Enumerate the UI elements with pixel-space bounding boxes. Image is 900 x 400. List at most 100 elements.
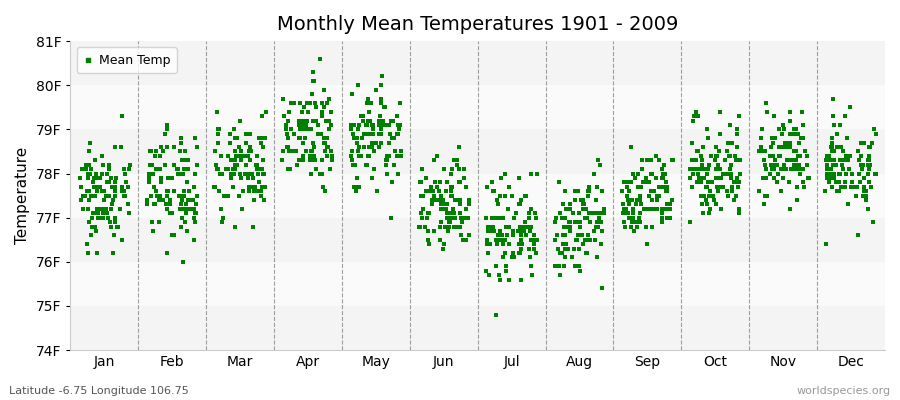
Point [660,184,674,190]
Point [156,197,170,203]
Point [172,170,186,177]
Point [178,148,193,155]
Point [772,144,787,150]
Point [842,153,857,159]
Point [655,206,670,212]
Point [818,188,832,194]
Point [590,219,604,225]
Point [250,166,265,172]
Point [718,157,733,164]
Point [255,184,269,190]
Point [818,157,832,164]
Point [372,144,386,150]
Point [778,140,793,146]
Point [775,166,789,172]
Point [703,206,717,212]
Point [781,179,796,186]
Point [390,153,404,159]
Point [843,184,858,190]
Point [572,263,587,270]
Point [831,188,845,194]
Point [187,236,202,243]
Point [710,162,724,168]
Point [562,219,576,225]
Point [482,241,497,247]
Point [576,206,590,212]
Point [190,144,204,150]
Point [279,126,293,133]
Point [823,175,837,181]
Point [356,113,371,119]
Point [361,95,375,102]
Point [373,122,387,128]
Point [357,131,372,137]
Point [189,210,203,216]
Point [104,206,118,212]
Point [515,241,529,247]
Point [826,157,841,164]
Point [499,250,513,256]
Point [710,153,724,159]
Point [616,219,631,225]
Point [517,228,531,234]
Point [305,148,320,155]
Point [439,206,454,212]
Point [366,122,381,128]
Point [716,170,730,177]
Point [568,197,582,203]
Point [857,140,871,146]
Point [324,108,338,115]
Point [507,214,521,221]
Point [316,184,330,190]
Point [512,175,526,181]
Point [524,236,538,243]
Point [777,126,791,133]
Point [721,140,735,146]
Point [777,162,791,168]
Point [482,223,496,230]
Point [825,162,840,168]
Point [854,140,868,146]
Point [782,179,796,186]
Point [413,210,428,216]
Point [787,148,801,155]
Point [102,166,116,172]
Point [446,157,461,164]
Point [284,100,298,106]
Point [576,197,590,203]
Point [174,135,188,142]
Point [650,197,664,203]
Point [176,259,190,265]
Point [773,188,788,194]
Point [838,113,852,119]
Point [794,135,808,142]
Point [159,206,174,212]
Point [636,206,651,212]
Bar [70,174,885,218]
Point [784,166,798,172]
Point [374,73,389,80]
Point [767,175,781,181]
Point [440,179,454,186]
Point [660,188,674,194]
Point [251,135,266,142]
Point [367,148,382,155]
Point [100,170,114,177]
Point [776,122,790,128]
Point [788,162,802,168]
Point [868,170,883,177]
Point [512,241,526,247]
Point [785,157,799,164]
Point [446,192,460,199]
Point [215,170,230,177]
Point [84,232,98,238]
Point [494,175,508,181]
Point [864,184,878,190]
Point [346,135,361,142]
Point [246,175,260,181]
Point [321,95,336,102]
Point [855,166,869,172]
Point [642,179,656,186]
Point [374,100,388,106]
Point [233,153,248,159]
